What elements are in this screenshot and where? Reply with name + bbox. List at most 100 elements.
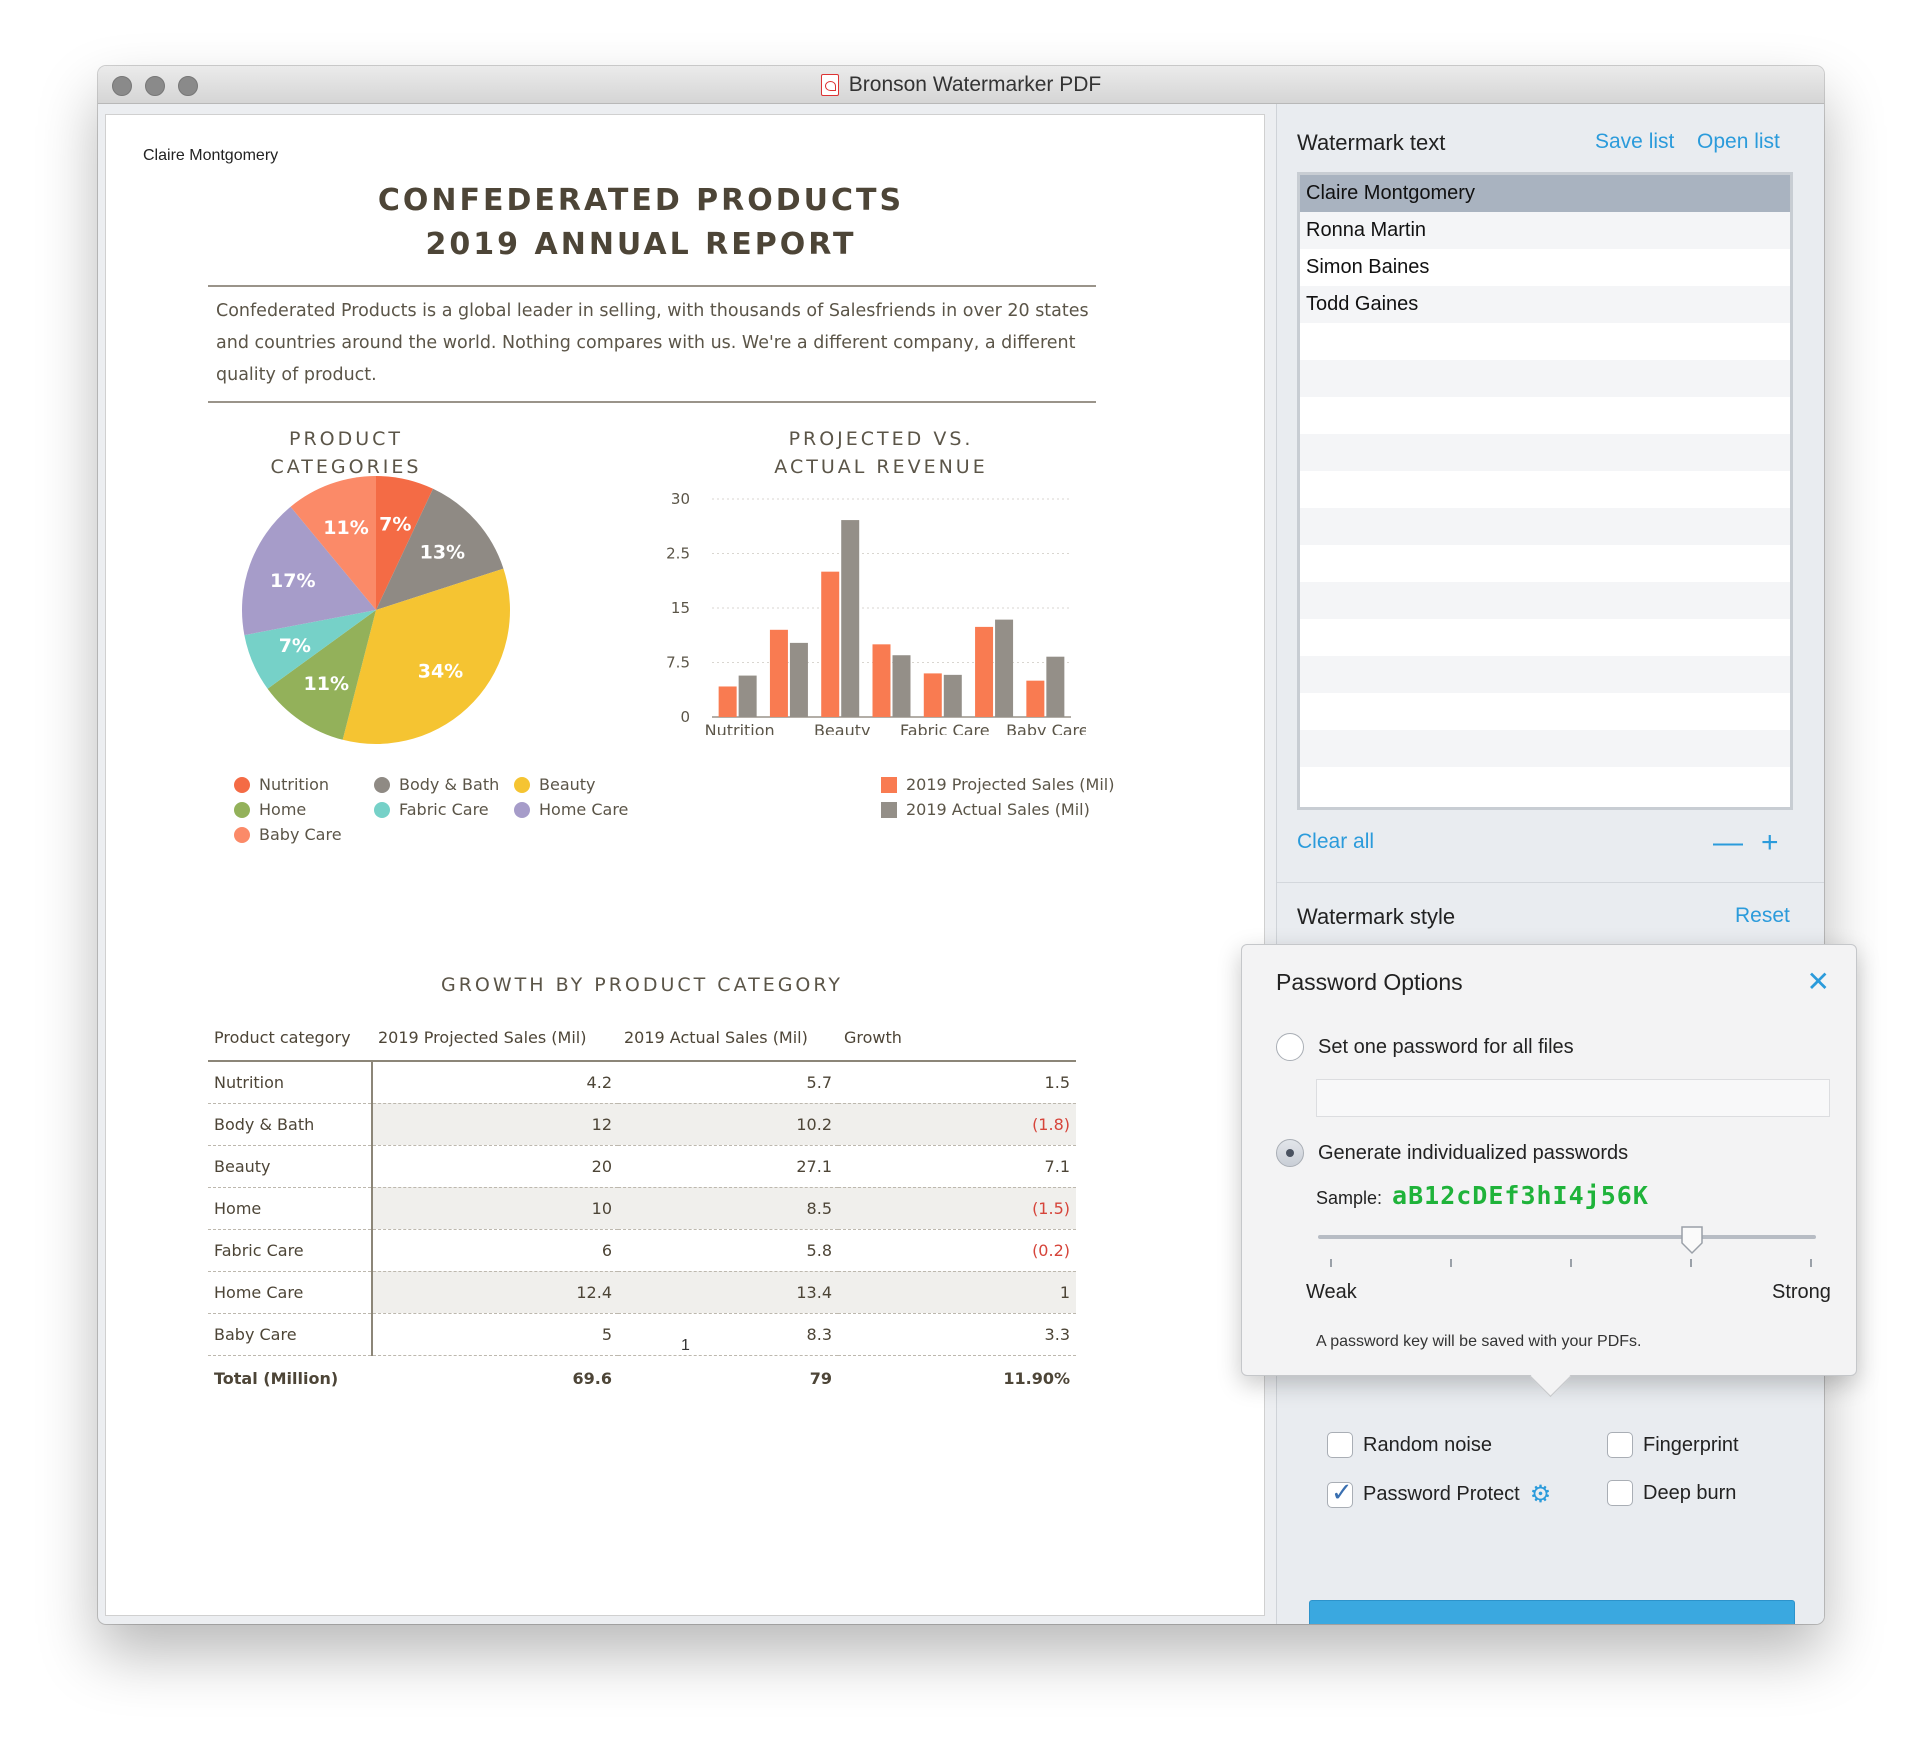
- value-cell: 5.8: [618, 1229, 838, 1272]
- category-cell: Nutrition: [208, 1061, 373, 1104]
- fingerprint-checkbox[interactable]: [1607, 1432, 1633, 1458]
- bar-legend-item: 2019 Actual Sales (Mil): [881, 800, 1090, 819]
- strength-slider-track[interactable]: [1318, 1235, 1816, 1239]
- legend-label: Home: [259, 800, 307, 819]
- random-noise-label: Random noise: [1363, 1433, 1492, 1456]
- popover-title: Password Options: [1276, 969, 1463, 995]
- random-noise-option[interactable]: Random noise: [1327, 1432, 1492, 1458]
- password-protect-checkbox[interactable]: [1327, 1477, 1353, 1508]
- sidebar-divider: [1277, 882, 1824, 883]
- watermark-name-row[interactable]: Claire Montgomery: [1300, 175, 1790, 212]
- sample-label: Sample:: [1316, 1188, 1383, 1208]
- table-row: Beauty 20 27.1 7.1: [208, 1145, 1076, 1188]
- bar-actual-home-care: [995, 619, 1014, 717]
- individual-password-option[interactable]: Generate individualized passwords: [1276, 1139, 1628, 1167]
- deep-burn-checkbox[interactable]: [1607, 1480, 1633, 1506]
- pie-legend-item: Home Care: [514, 800, 628, 819]
- password-protect-option[interactable]: Password Protect ⚙: [1327, 1477, 1552, 1509]
- strength-slider-handle[interactable]: [1679, 1225, 1705, 1255]
- empty-list-row[interactable]: [1300, 397, 1790, 434]
- y-tick-label: 7.5: [666, 654, 690, 672]
- one-password-option[interactable]: Set one password for all files: [1276, 1033, 1574, 1061]
- empty-list-row[interactable]: [1300, 360, 1790, 397]
- pie-legend-item: Nutrition: [234, 775, 329, 794]
- empty-list-row[interactable]: [1300, 693, 1790, 730]
- empty-list-row[interactable]: [1300, 508, 1790, 545]
- y-tick-label: 30: [671, 490, 690, 508]
- deep-burn-label: Deep burn: [1643, 1481, 1737, 1504]
- save-list-link[interactable]: Save list: [1595, 130, 1675, 153]
- bar-actual-beauty: [841, 520, 860, 717]
- value-cell: 13.4: [618, 1271, 838, 1314]
- empty-list-row[interactable]: [1300, 582, 1790, 619]
- bar-chart: 0 7.5 15 22.5 30 Nutrition Beauty Fabric Care Ba…: [666, 490, 1086, 735]
- pie-chart-title: PRODUCT CATEGORIES: [270, 428, 422, 478]
- empty-list-row[interactable]: [1300, 730, 1790, 767]
- x-tick-label: Fabric Care: [900, 721, 990, 735]
- value-cell: 6: [372, 1229, 618, 1272]
- password-protect-label: Password Protect: [1363, 1483, 1520, 1505]
- total-value-cell: 69.6: [572, 1368, 612, 1388]
- reset-style-link[interactable]: Reset: [1735, 904, 1790, 927]
- empty-list-row[interactable]: [1300, 323, 1790, 360]
- clear-all-link[interactable]: Clear all: [1297, 830, 1375, 853]
- total-value-cell: 11.90%: [1003, 1368, 1070, 1388]
- individual-password-radio[interactable]: [1276, 1139, 1304, 1167]
- one-password-radio[interactable]: [1276, 1033, 1304, 1061]
- empty-list-row[interactable]: [1300, 767, 1790, 804]
- empty-list-row[interactable]: [1300, 656, 1790, 693]
- zoom-window-button[interactable]: [178, 76, 198, 96]
- password-input[interactable]: [1316, 1079, 1830, 1117]
- value-cell: 8.3: [618, 1313, 838, 1356]
- pie-slice-body-and-bath: [376, 488, 504, 610]
- save-watermarked-pdfs-button[interactable]: Save 4 Watermarked PDFs...: [1309, 1600, 1795, 1624]
- column-header: 2019 Actual Sales (Mil): [618, 1015, 838, 1062]
- pdf-preview: Claire Montgomery CONFEDERATED PRODUCTS …: [105, 114, 1265, 1616]
- bar-actual-nutrition: [738, 675, 757, 717]
- watermark-name-row[interactable]: Simon Baines: [1306, 256, 1430, 278]
- report-title-line-1: CONFEDERATED PRODUCTS: [377, 183, 905, 218]
- pie-slice-label: 11%: [323, 517, 368, 539]
- watermark-name-row[interactable]: Todd Gaines: [1300, 286, 1790, 323]
- legend-label: Nutrition: [259, 775, 330, 794]
- pie-legend-item: Home: [234, 800, 306, 819]
- minimize-window-button[interactable]: [145, 76, 165, 96]
- column-header: 2019 Projected Sales (Mil): [372, 1015, 618, 1062]
- open-list-link[interactable]: Open list: [1697, 130, 1780, 153]
- value-cell: 7.1: [838, 1145, 1076, 1188]
- sample-password: aB12cDEf3hI4j56K: [1392, 1181, 1649, 1210]
- report-title-line-2: 2019 ANNUAL REPORT: [425, 227, 857, 262]
- pie-slice-label: 7%: [279, 635, 311, 657]
- close-window-button[interactable]: [112, 76, 132, 96]
- deep-burn-option[interactable]: Deep burn: [1607, 1480, 1736, 1506]
- slider-tick: [1690, 1259, 1692, 1267]
- value-cell: 3.3: [838, 1313, 1076, 1356]
- column-header: Growth: [838, 1015, 1076, 1062]
- add-name-button[interactable]: +: [1761, 826, 1779, 859]
- fingerprint-option[interactable]: Fingerprint: [1607, 1432, 1739, 1458]
- value-cell: 27.1: [618, 1145, 838, 1188]
- column-header: Product category: [208, 1015, 372, 1062]
- watermark-text-heading: Watermark text: [1297, 130, 1446, 155]
- y-tick-label: 22.5: [666, 545, 690, 563]
- random-noise-checkbox[interactable]: [1327, 1432, 1353, 1458]
- gear-icon[interactable]: ⚙: [1529, 1481, 1552, 1508]
- pie-slice-label: 7%: [379, 514, 411, 536]
- bar-projected-beauty: [821, 571, 840, 717]
- bar-projected-nutrition: [718, 686, 737, 717]
- value-cell: 1.5: [838, 1061, 1076, 1104]
- bar-actual-body-and-bath: [789, 642, 808, 717]
- watermark-name-row[interactable]: Ronna Martin: [1300, 212, 1790, 249]
- bar-actual-fabric-care: [943, 674, 962, 717]
- empty-list-row[interactable]: [1300, 545, 1790, 582]
- empty-list-row[interactable]: [1300, 471, 1790, 508]
- legend-swatch: [234, 776, 250, 793]
- table-row: Fabric Care 6 5.8 (0.2): [208, 1229, 1076, 1272]
- watermark-name-list[interactable]: Claire Montgomery Ronna Martin Simon Baine…: [1297, 172, 1793, 810]
- remove-name-button[interactable]: —: [1713, 826, 1743, 859]
- close-icon[interactable]: ✕: [1806, 966, 1830, 997]
- empty-list-row[interactable]: [1300, 619, 1790, 656]
- pie-slice-label: 11%: [304, 673, 349, 695]
- empty-list-row[interactable]: [1300, 434, 1790, 471]
- pie-legend: Nutrition Body & Bath Beauty Home Fabric Car…: [234, 775, 654, 845]
